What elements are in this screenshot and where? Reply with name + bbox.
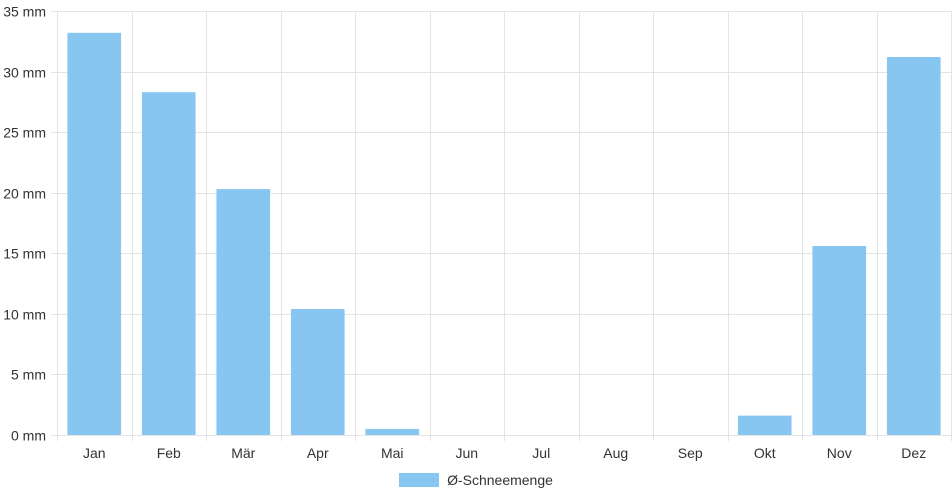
- x-tick-label: Jan: [83, 445, 106, 461]
- x-tick-label: Jun: [455, 445, 478, 461]
- bar-apr: [290, 309, 345, 435]
- x-tick-label: Dez: [901, 445, 926, 461]
- x-tick-label: Nov: [827, 445, 852, 461]
- y-tick-label: 20 mm: [3, 186, 46, 202]
- bar-nov: [812, 246, 867, 435]
- bar-jan: [67, 32, 122, 435]
- x-tick-label: Apr: [307, 445, 329, 461]
- bar-dez: [886, 57, 941, 435]
- y-tick-label: 5 mm: [11, 367, 46, 383]
- y-tick-label: 35 mm: [3, 4, 46, 20]
- x-tick-label: Okt: [754, 445, 776, 461]
- y-tick-label: 10 mm: [3, 307, 46, 323]
- legend-label: Ø-Schneemenge: [447, 472, 553, 488]
- x-tick-label: Aug: [603, 445, 628, 461]
- y-tick-label: 30 mm: [3, 65, 46, 81]
- legend-swatch: [399, 473, 440, 487]
- legend[interactable]: Ø-Schneemenge: [0, 472, 952, 488]
- bar-mai: [365, 428, 420, 435]
- y-tick-label: 15 mm: [3, 246, 46, 262]
- x-tick-label: Mai: [381, 445, 404, 461]
- bar-feb: [141, 92, 196, 435]
- x-tick-label: Mär: [231, 445, 255, 461]
- x-tick-label: Jul: [532, 445, 550, 461]
- x-tick-label: Sep: [678, 445, 703, 461]
- y-tick-label: 25 mm: [3, 125, 46, 141]
- bar-okt: [737, 415, 792, 435]
- y-tick-label: 0 mm: [11, 428, 46, 444]
- bar-mär: [216, 189, 271, 435]
- x-tick-label: Feb: [157, 445, 181, 461]
